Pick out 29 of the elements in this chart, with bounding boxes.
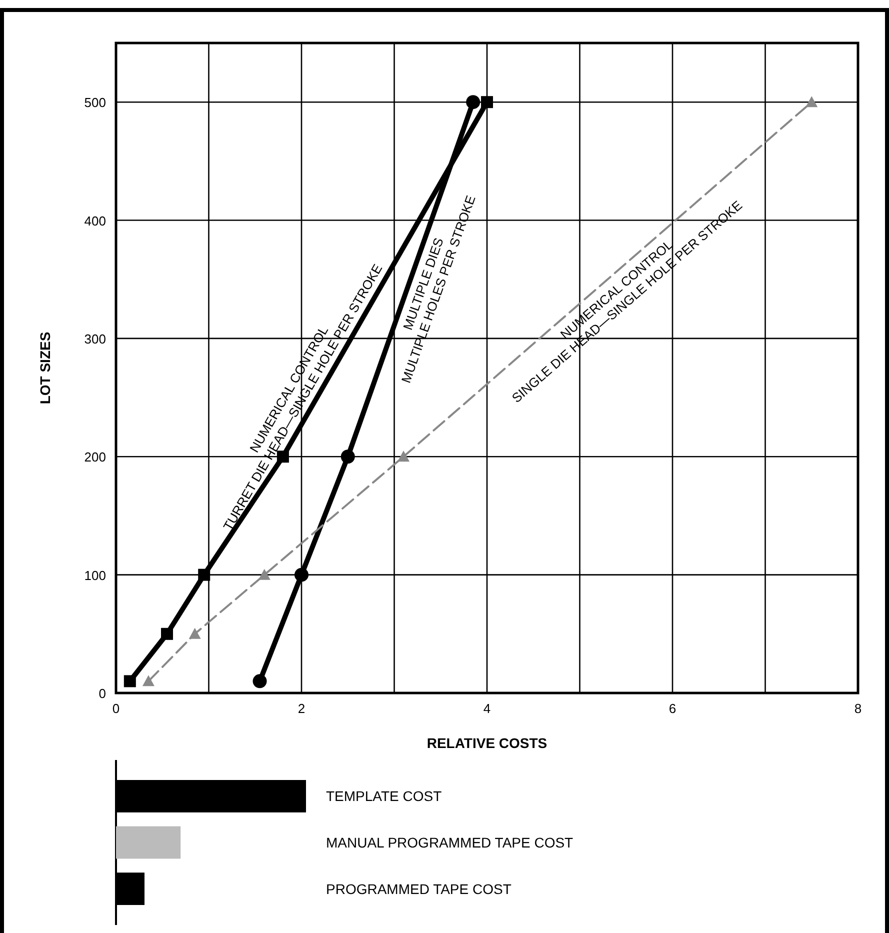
y-tick-label: 100 [84,568,106,583]
point [188,628,201,639]
y-tick-label: 500 [84,95,106,110]
point [481,96,493,108]
x-axis-title: RELATIVE COSTS [426,735,548,751]
y-tick-label: 200 [84,450,106,465]
x-tick-label: 8 [854,701,862,716]
x-tick-label: 4 [483,701,491,716]
point [398,450,410,462]
y-tick-label: 300 [84,331,106,346]
point [340,450,355,464]
point [806,96,818,108]
y-axis-title: LOT SIZES [37,332,53,404]
point [198,568,210,581]
y-tick-label: PROGRAMMED TAPE COST [326,880,512,897]
point [142,675,154,686]
point [466,95,480,110]
x-tick-label: 2 [298,701,306,716]
y-tick-label: MANUAL PROGRAMMED TAPE COST [326,834,574,850]
point [294,568,308,582]
x-tick-label: 6 [668,701,676,716]
point [124,675,136,688]
x-tick-label: 0 [112,701,120,716]
point [252,674,267,688]
y-tick-label: 400 [84,213,106,228]
point [258,568,270,580]
y-tick-label: 0 [98,686,106,701]
point [161,628,174,640]
y-tick-label: TEMPLATE COST [326,788,442,804]
